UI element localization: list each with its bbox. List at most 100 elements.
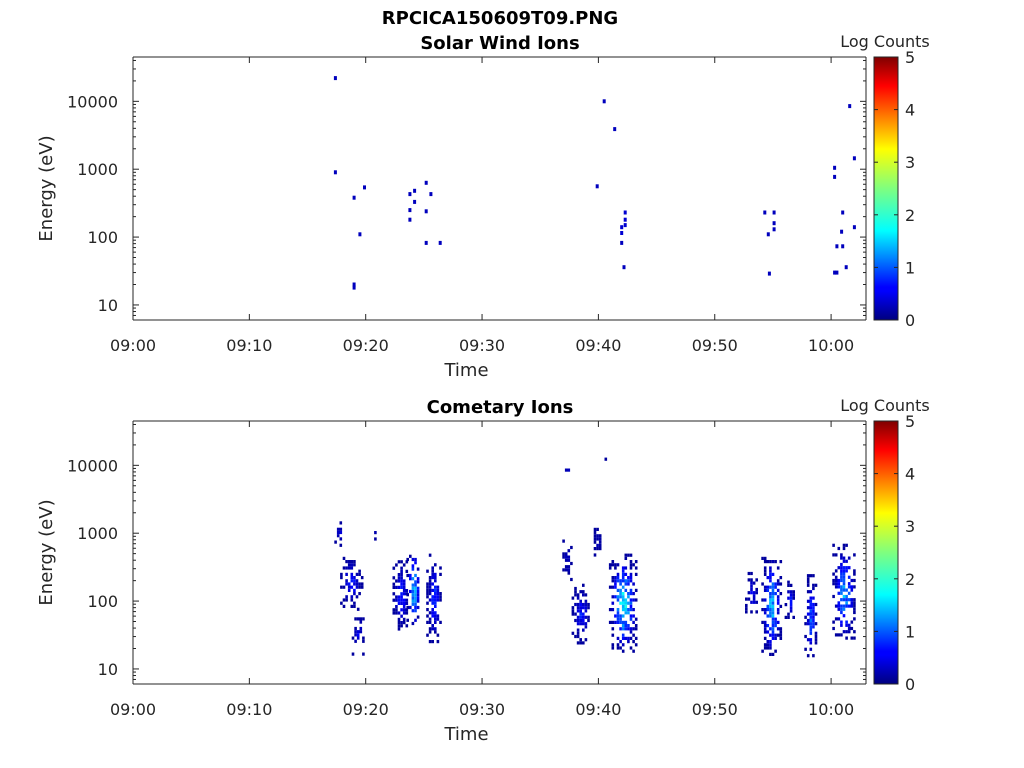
heatmap-cell [812,602,815,607]
heatmap-cell [842,607,846,611]
heatmap-cell [634,636,638,640]
heatmap-cell [350,572,354,576]
heatmap-cell [428,611,432,615]
heatmap-cell [351,636,355,640]
heatmap-cell [840,572,843,576]
heatmap-cell [428,592,432,596]
heatmap-cell [576,596,580,600]
heatmap-cell [374,537,377,541]
heatmap-cell [853,610,856,615]
colorbar-tick-label: 1 [905,258,915,277]
heatmap-cell [574,590,577,594]
heatmap-cell [852,156,856,161]
heatmap-cell [769,643,772,647]
heatmap-cell [842,572,846,576]
heatmap-cell [834,633,838,637]
heatmap-cell [776,627,780,631]
heatmap-cell [763,585,767,589]
heatmap-cell [752,600,756,604]
heatmap-cell [596,527,599,531]
heatmap-cell [837,566,841,570]
heatmap-cell [621,592,625,596]
heatmap-cell [355,582,359,586]
heatmap-cell [392,582,396,586]
colorbar [873,56,899,321]
heatmap-cell [414,599,417,603]
heatmap-cell [769,595,772,599]
heatmap-cell [405,611,409,615]
heatmap-cell [582,612,585,616]
heatmap-cell [627,627,630,631]
heatmap-cell [416,580,420,584]
heatmap-cell [616,617,620,621]
heatmap-cell [771,601,775,605]
heatmap-cell [750,591,753,595]
heatmap-cell [574,634,577,639]
heatmap-cell [436,598,440,602]
heatmap-cell [809,628,813,632]
heatmap-cell [763,210,767,215]
heatmap-cell [431,595,434,599]
heatmap-cell [579,618,582,623]
heatmap-cell [411,577,415,581]
heatmap-cell [414,589,417,594]
heatmap-cell [621,566,625,570]
heatmap-cell [614,585,617,589]
heatmap-cell [766,560,770,564]
heatmap-cell [567,571,571,575]
heatmap-cell [402,611,406,615]
heatmap-cell [428,598,432,602]
heatmap-cell [853,636,856,640]
heatmap-cell [621,569,625,573]
heatmap-cell [774,617,777,621]
heatmap-cell [595,184,599,189]
heatmap-cell [574,602,577,607]
heatmap-cell [347,582,351,586]
heatmap-cell [428,640,432,644]
heatmap-cell [574,618,577,623]
heatmap-cell [629,604,633,608]
heatmap-cell [405,598,409,602]
heatmap-cell [634,572,638,576]
heatmap-cell [847,582,851,586]
heatmap-cell [395,605,398,609]
heatmap-cell [436,592,440,596]
heatmap-cell [784,603,788,607]
heatmap-cell [840,585,843,589]
heatmap-cell [582,615,585,619]
heatmap-cell [621,643,625,647]
heatmap-cell [763,646,767,650]
heatmap-cell [834,569,838,573]
heatmap-cell [431,598,434,602]
heatmap-cell [745,607,748,611]
heatmap-cell [614,582,617,586]
heatmap-cell [771,588,775,592]
heatmap-cell [850,636,854,640]
heatmap-cell [424,209,428,214]
heatmap-cell [853,601,856,605]
heatmap-cell [392,611,396,615]
heatmap-cell [629,560,633,564]
heatmap-cell [624,582,628,586]
heatmap-cell [806,618,810,623]
heatmap-cell [844,265,848,270]
y-tick-label: 1000 [77,160,118,179]
heatmap-cell [434,588,437,592]
heatmap-cell [395,579,398,583]
heatmap-cell [806,606,810,610]
heatmap-cell [436,614,440,618]
heatmap-cell [431,614,434,618]
heatmap-cell [434,627,437,631]
heatmap-cell [840,553,843,557]
heatmap-cell [812,622,815,626]
heatmap-cell [584,602,588,607]
heatmap-cell [350,563,354,567]
heatmap-cell [579,606,582,610]
x-tick-label: 09:20 [343,700,389,719]
heatmap-cell [619,614,622,618]
heatmap-cell [436,588,440,592]
heatmap-cell [835,244,839,249]
heatmap-cell [360,582,364,586]
heatmap-cell [624,620,628,624]
heatmap-cell [414,618,417,622]
